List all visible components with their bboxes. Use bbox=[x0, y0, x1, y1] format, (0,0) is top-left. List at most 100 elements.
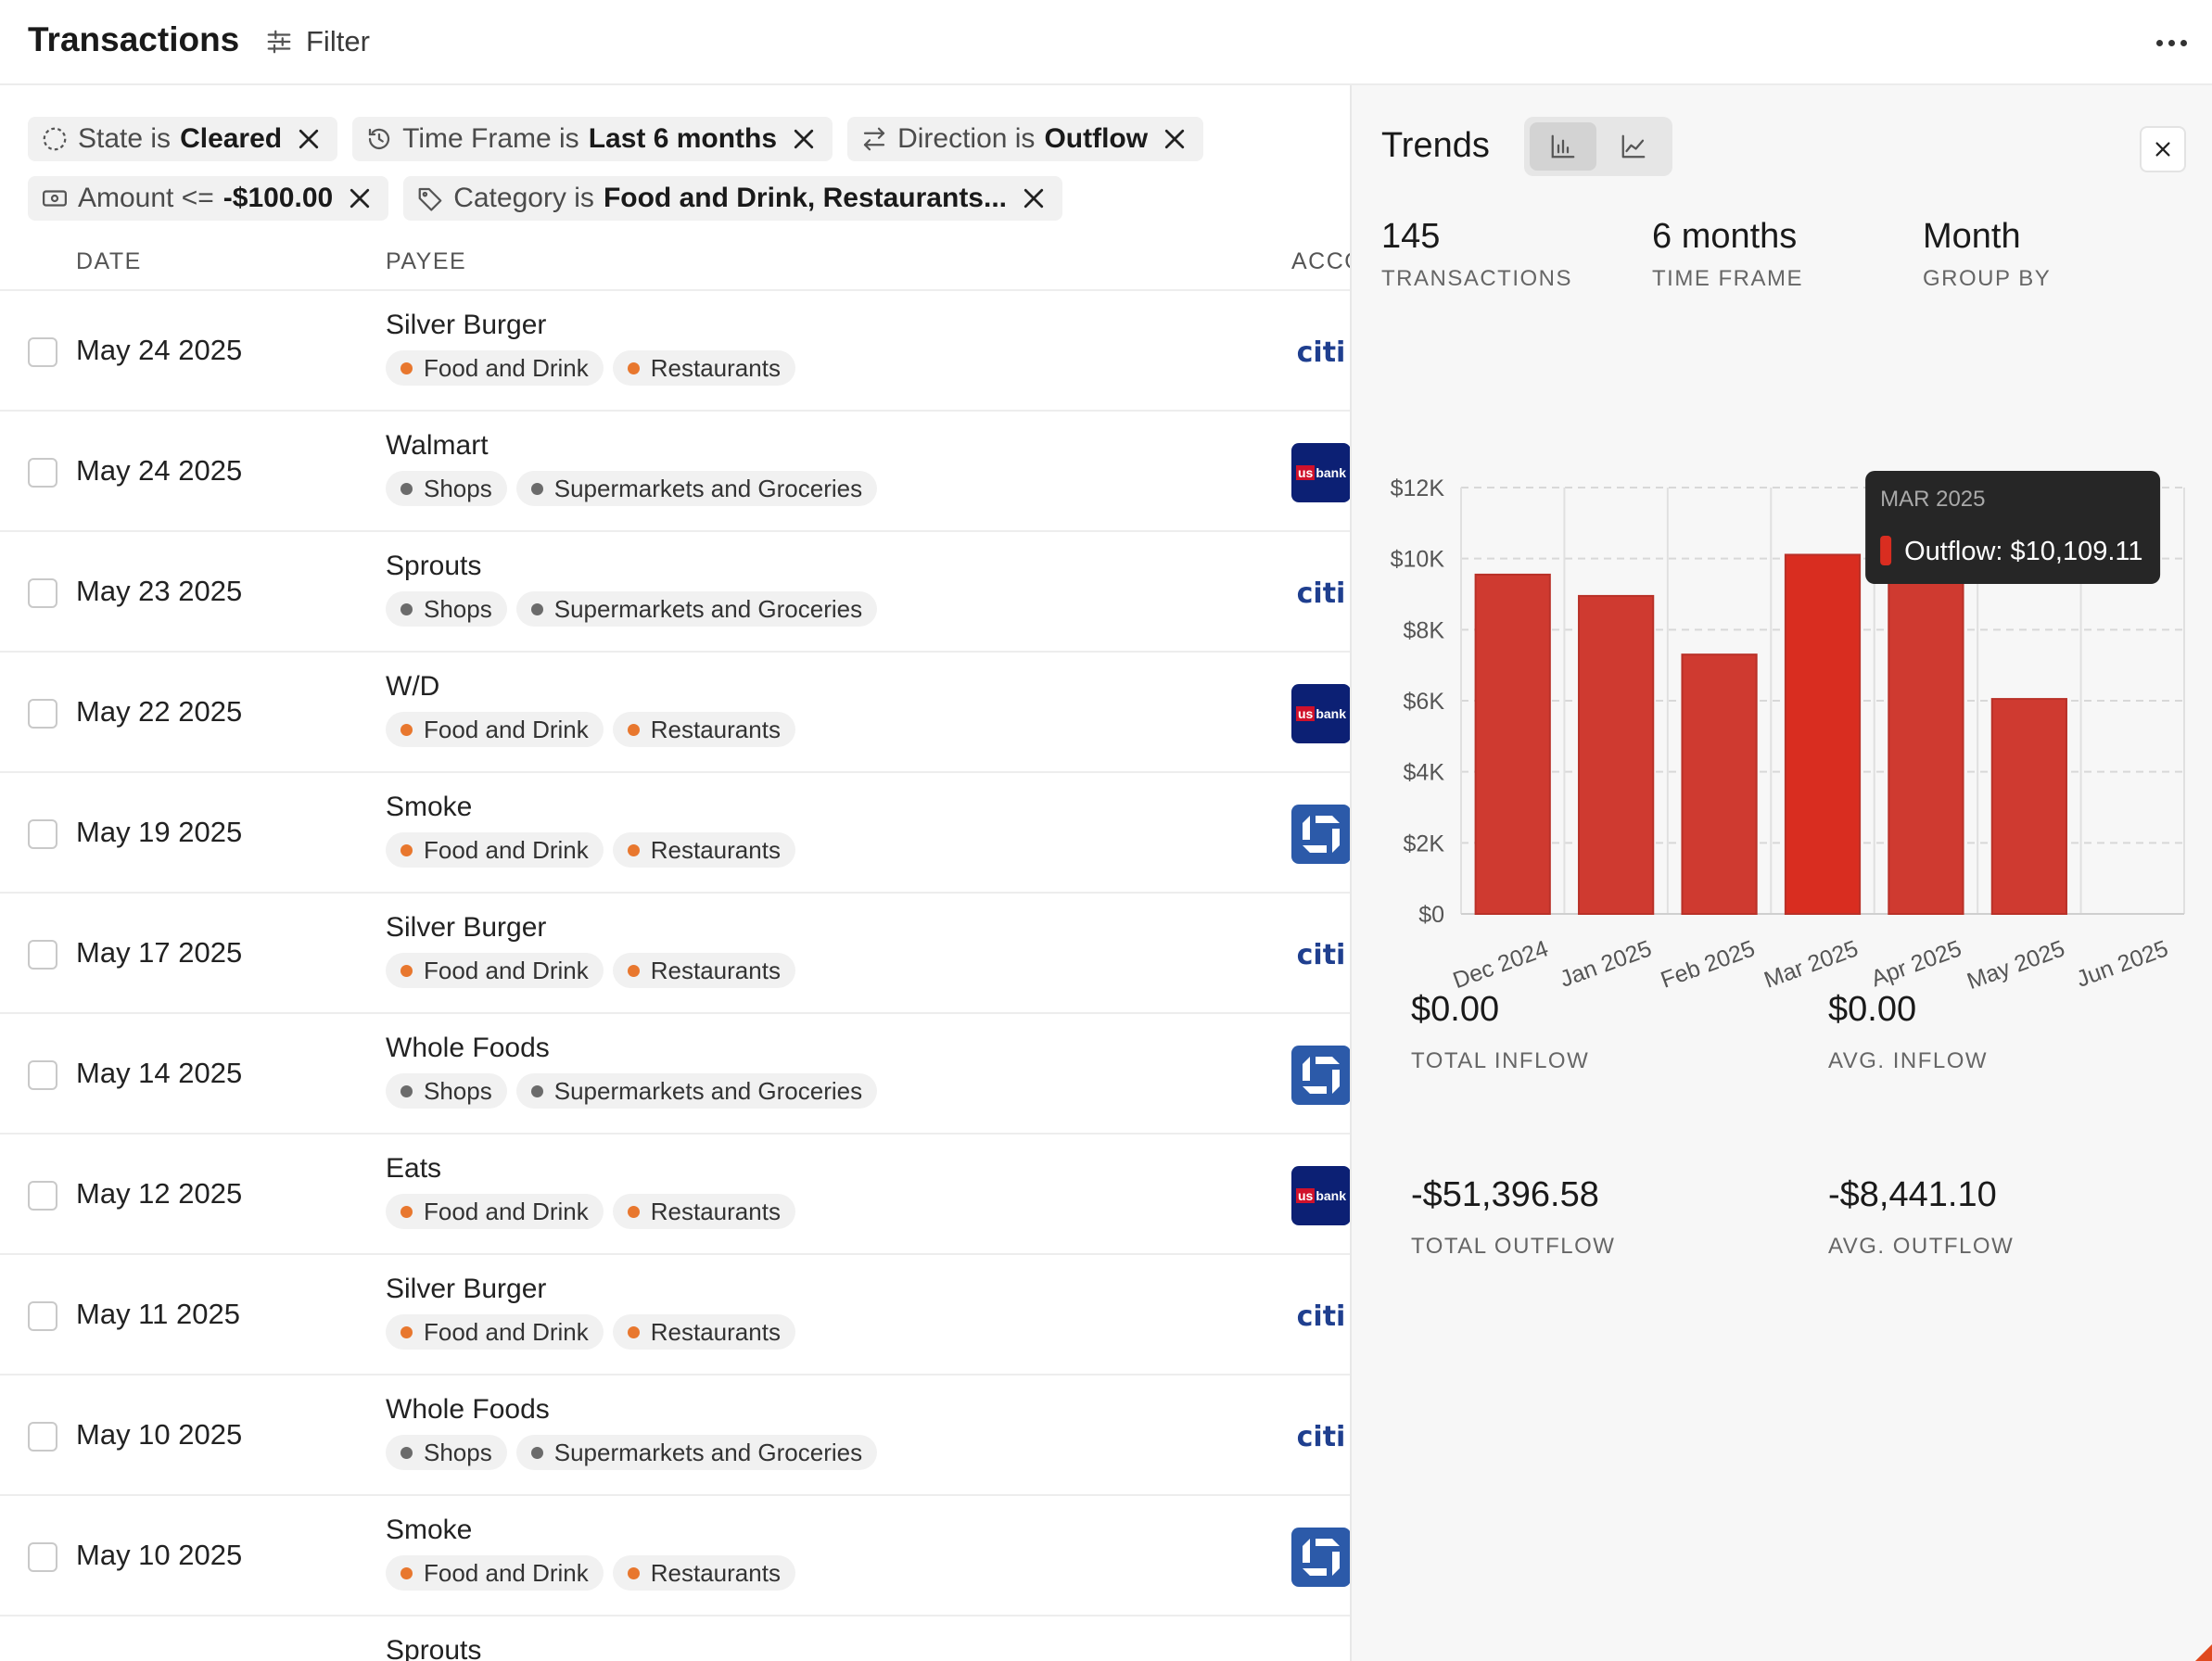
category-tag[interactable]: Food and Drink bbox=[386, 350, 604, 386]
filter-chip-prefix: Time Frame is bbox=[402, 123, 579, 154]
column-header-date[interactable]: DATE bbox=[76, 248, 142, 274]
summary-label: AVG. INFLOW bbox=[1828, 1048, 1989, 1073]
filter-chip-category[interactable]: Category is Food and Drink, Restaurants.… bbox=[403, 176, 1062, 221]
category-label: Shops bbox=[424, 474, 492, 502]
column-header-payee[interactable]: PAYEE bbox=[386, 248, 467, 274]
category-tag[interactable]: Food and Drink bbox=[386, 712, 604, 747]
category-tag[interactable]: Food and Drink bbox=[386, 1194, 604, 1229]
category-label: Supermarkets and Groceries bbox=[553, 1438, 863, 1466]
bar-jan-2025 bbox=[1578, 594, 1655, 916]
usbank-logo-icon: us bank bbox=[1291, 443, 1350, 502]
table-row[interactable]: May 17 2025 Silver Burger Food and Drink Re… bbox=[0, 894, 1350, 1014]
table-row[interactable]: May 10 2025 Smoke Food and Drink Restaurant… bbox=[0, 1496, 1350, 1617]
table-row[interactable]: May 23 2025 Sprouts Shops Supermarkets and … bbox=[0, 532, 1350, 653]
row-checkbox[interactable] bbox=[28, 337, 57, 367]
row-checkbox[interactable] bbox=[28, 1060, 57, 1090]
citi-logo-text: citi bbox=[1296, 577, 1346, 610]
usbank-logo-icon: us bank bbox=[1291, 684, 1350, 743]
row-checkbox[interactable] bbox=[28, 699, 57, 729]
category-tag[interactable]: Food and Drink bbox=[386, 1555, 604, 1591]
bar-chart-icon[interactable] bbox=[1530, 122, 1596, 171]
category-label: Restaurants bbox=[650, 1197, 781, 1225]
table-row[interactable]: May 22 2025 W/D Food and Drink Restaurants u… bbox=[0, 653, 1350, 773]
category-tag[interactable]: Restaurants bbox=[612, 350, 795, 386]
table-row[interactable]: May 14 2025 Whole Foods Shops Supermarkets … bbox=[0, 1014, 1350, 1135]
category-dot bbox=[400, 843, 413, 856]
chase-logo-icon bbox=[1291, 805, 1350, 864]
outflow-bar-chart[interactable]: $0 $2K $4K $6K $8K $10K $12K Dec 2024 Jan 2025 Fe… bbox=[1352, 363, 2212, 1031]
x-tick-label: Jan 2025 bbox=[1557, 935, 1655, 992]
bar-dec-2024 bbox=[1474, 573, 1551, 916]
category-tag[interactable]: Food and Drink bbox=[386, 953, 604, 988]
citi-logo-icon: citi bbox=[1291, 564, 1350, 623]
table-row[interactable]: May 19 2025 Smoke Food and Drink Restaurant… bbox=[0, 773, 1350, 894]
row-checkbox[interactable] bbox=[28, 1181, 57, 1211]
category-dot bbox=[400, 361, 413, 374]
row-payee: Smoke bbox=[386, 1515, 473, 1545]
remove-filter-icon[interactable] bbox=[1020, 184, 1048, 212]
table-row[interactable]: May 12 2025 Eats Food and Drink Restaurants… bbox=[0, 1135, 1350, 1255]
table-row[interactable]: May 11 2025 Silver Burger Food and Drink Re… bbox=[0, 1255, 1350, 1376]
filter-chip-direction[interactable]: Direction is Outflow bbox=[847, 117, 1204, 161]
close-panel-button[interactable] bbox=[2140, 126, 2186, 172]
filter-chip-value: Cleared bbox=[180, 123, 283, 154]
row-checkbox[interactable] bbox=[28, 1542, 57, 1572]
remove-filter-icon[interactable] bbox=[346, 184, 374, 212]
row-payee: Silver Burger bbox=[386, 912, 547, 943]
row-tags: Food and Drink Restaurants bbox=[386, 1194, 795, 1229]
category-tag[interactable]: Shops bbox=[386, 471, 507, 506]
category-tag[interactable]: Restaurants bbox=[612, 1314, 795, 1350]
filter-chip-prefix: Amount <= bbox=[78, 183, 214, 213]
row-checkbox[interactable] bbox=[28, 819, 57, 849]
banknote-icon bbox=[41, 184, 69, 212]
category-tag[interactable]: Restaurants bbox=[612, 712, 795, 747]
category-tag[interactable]: Shops bbox=[386, 591, 507, 627]
table-row[interactable]: May 24 2025 Silver Burger Food and Drink Re… bbox=[0, 291, 1350, 412]
summary-value: $0.00 bbox=[1828, 990, 1917, 1029]
filter-chip-state[interactable]: State is Cleared bbox=[28, 117, 338, 161]
page-title: Transactions bbox=[28, 20, 240, 58]
category-label: Shops bbox=[424, 1076, 492, 1105]
category-tag[interactable]: Restaurants bbox=[612, 953, 795, 988]
filter-button[interactable]: Filter bbox=[265, 20, 370, 63]
tooltip-swatch bbox=[1880, 536, 1892, 565]
row-checkbox[interactable] bbox=[28, 458, 57, 488]
summary-value: -$51,396.58 bbox=[1411, 1175, 1599, 1214]
summary-value: $0.00 bbox=[1411, 990, 1500, 1029]
citi-logo-icon: citi bbox=[1291, 323, 1350, 382]
column-header-account[interactable]: ACCOUNT bbox=[1291, 248, 1350, 274]
row-checkbox[interactable] bbox=[28, 1422, 57, 1452]
remove-filter-icon[interactable] bbox=[295, 125, 323, 153]
category-tag[interactable]: Supermarkets and Groceries bbox=[515, 1435, 878, 1470]
y-tick-label: $6K bbox=[1404, 689, 1445, 715]
category-tag[interactable]: Restaurants bbox=[612, 1194, 795, 1229]
table-row[interactable]: May 24 2025 Walmart Shops Supermarkets and … bbox=[0, 412, 1350, 532]
category-dot bbox=[627, 1205, 640, 1218]
filter-chip-value: Food and Drink, Restaurants... bbox=[603, 183, 1007, 213]
category-tag[interactable]: Shops bbox=[386, 1435, 507, 1470]
filter-chip-time-frame[interactable]: Time Frame is Last 6 months bbox=[352, 117, 833, 161]
remove-filter-icon[interactable] bbox=[790, 125, 818, 153]
remove-filter-icon[interactable] bbox=[1161, 125, 1189, 153]
filter-chip-amount[interactable]: Amount <= -$100.00 bbox=[28, 176, 389, 221]
category-tag[interactable]: Food and Drink bbox=[386, 1314, 604, 1350]
chase-logo-icon bbox=[1291, 1046, 1350, 1105]
more-options-icon[interactable] bbox=[2151, 22, 2192, 63]
category-label: Restaurants bbox=[650, 1317, 781, 1346]
row-checkbox[interactable] bbox=[28, 940, 57, 970]
category-tag[interactable]: Restaurants bbox=[612, 832, 795, 868]
category-tag[interactable]: Shops bbox=[386, 1073, 507, 1109]
category-dot bbox=[627, 1325, 640, 1338]
table-row[interactable]: Sprouts bbox=[0, 1617, 1350, 1661]
table-row[interactable]: May 10 2025 Whole Foods Shops Supermarkets … bbox=[0, 1376, 1350, 1496]
category-tag[interactable]: Supermarkets and Groceries bbox=[515, 1073, 878, 1109]
row-checkbox[interactable] bbox=[28, 578, 57, 608]
category-tag[interactable]: Food and Drink bbox=[386, 832, 604, 868]
line-chart-icon[interactable] bbox=[1600, 122, 1667, 171]
category-tag[interactable]: Supermarkets and Groceries bbox=[515, 591, 878, 627]
category-label: Restaurants bbox=[650, 715, 781, 743]
category-tag[interactable]: Restaurants bbox=[612, 1555, 795, 1591]
row-checkbox[interactable] bbox=[28, 1301, 57, 1331]
summary-value: -$8,441.10 bbox=[1828, 1175, 1997, 1214]
category-tag[interactable]: Supermarkets and Groceries bbox=[515, 471, 878, 506]
